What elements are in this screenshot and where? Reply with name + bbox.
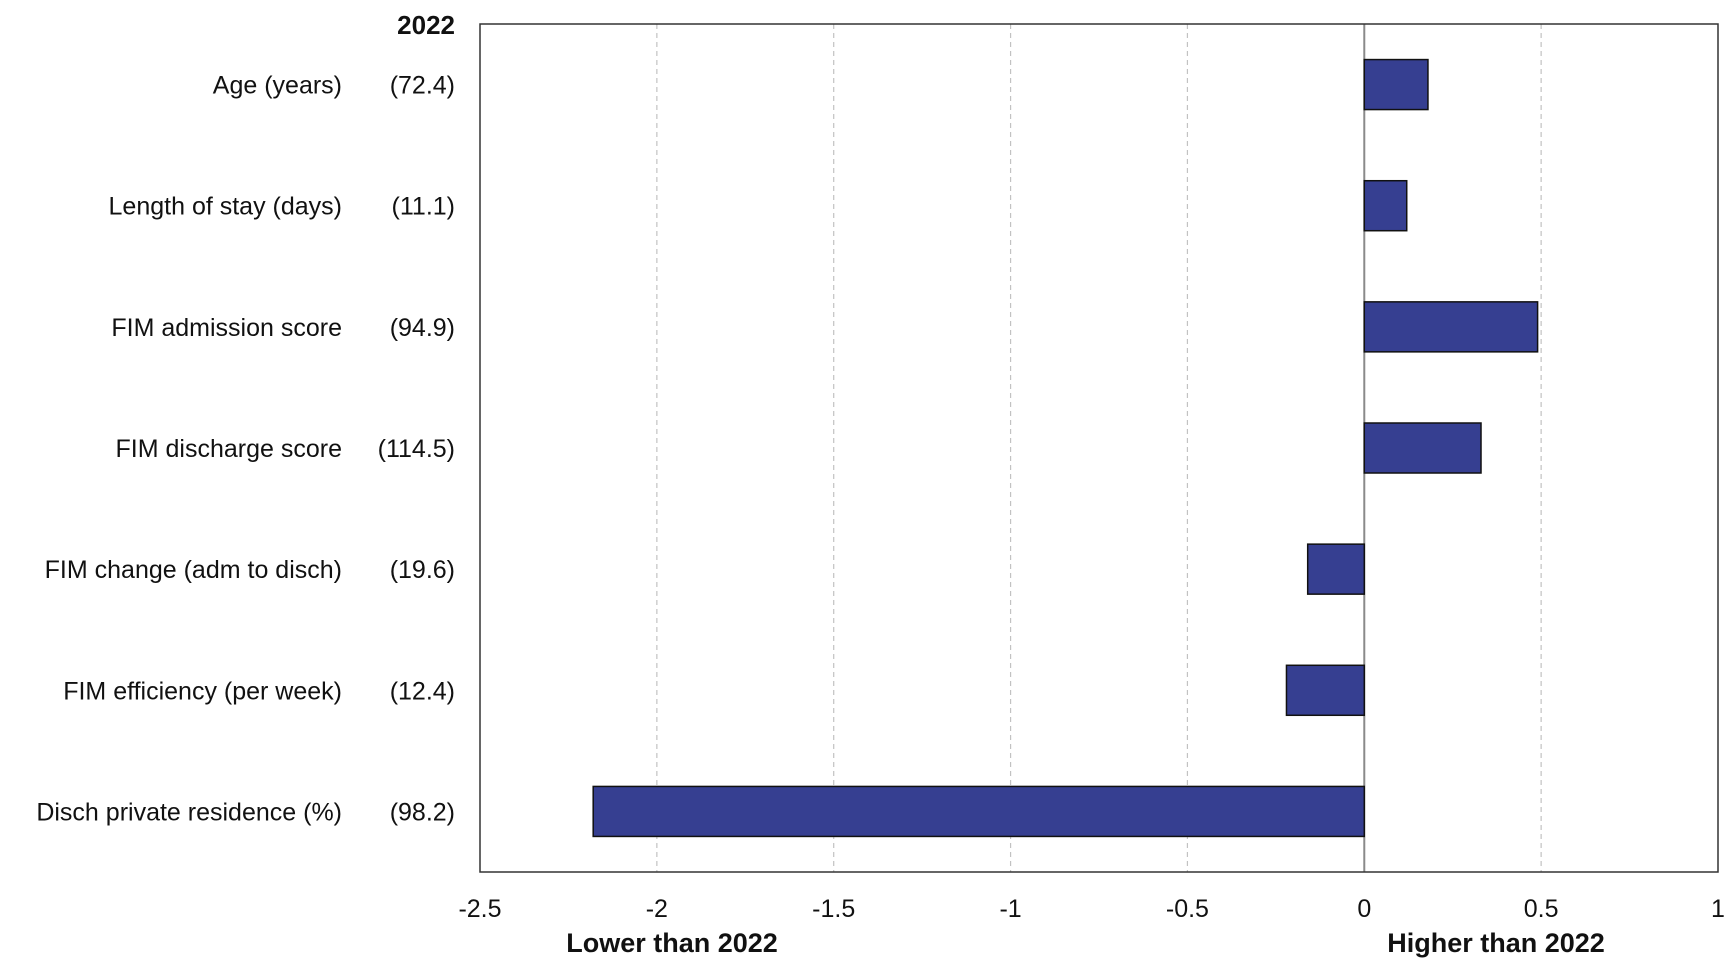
reference-values: (72.4) (11.1) (94.9) (114.5) (19.6) (12.4) (98… (378, 72, 455, 827)
x-tick-label: -2 (646, 895, 668, 923)
x-tick-label: 0.5 (1524, 895, 1559, 923)
reference-header: 2022 (397, 10, 455, 40)
higher-direction-label: Higher than 2022 (1387, 928, 1605, 958)
bar (1363, 179, 1408, 232)
x-tick-label: -2.5 (458, 895, 501, 923)
bar (592, 785, 1366, 838)
bar (1285, 664, 1366, 717)
category-labels: Age (years) Length of stay (days) FIM admi… (36, 72, 342, 827)
x-tick-label: -1 (999, 895, 1021, 923)
bar (1363, 58, 1429, 111)
reference-value: (12.4) (390, 677, 455, 705)
reference-value: (19.6) (390, 556, 455, 584)
category-label: Length of stay (days) (109, 193, 342, 221)
reference-value: (114.5) (378, 435, 455, 463)
lower-direction-label: Lower than 2022 (566, 928, 778, 958)
reference-value: (11.1) (392, 193, 455, 221)
bar (1306, 543, 1366, 595)
x-tick-label: 1 (1711, 895, 1725, 923)
bar (1363, 422, 1482, 474)
reference-value: (94.9) (390, 314, 455, 342)
category-label: FIM change (adm to disch) (45, 556, 342, 584)
bars (592, 58, 1539, 838)
reference-value: (98.2) (390, 798, 455, 826)
bar (1363, 301, 1539, 353)
plot-frame (479, 23, 1719, 873)
x-tick-label: -0.5 (1166, 895, 1209, 923)
x-tick-label: 0 (1357, 895, 1371, 923)
reference-value: (72.4) (390, 72, 455, 100)
category-label: FIM discharge score (116, 435, 342, 463)
category-label: FIM admission score (111, 314, 342, 342)
category-label: Disch private residence (%) (36, 798, 342, 826)
x-axis-ticks: -2.5 -2 -1.5 -1 -0.5 0 0.5 1 (458, 895, 1725, 923)
category-label: Age (years) (213, 72, 342, 100)
x-tick-label: -1.5 (812, 895, 855, 923)
category-label: FIM efficiency (per week) (63, 677, 342, 705)
